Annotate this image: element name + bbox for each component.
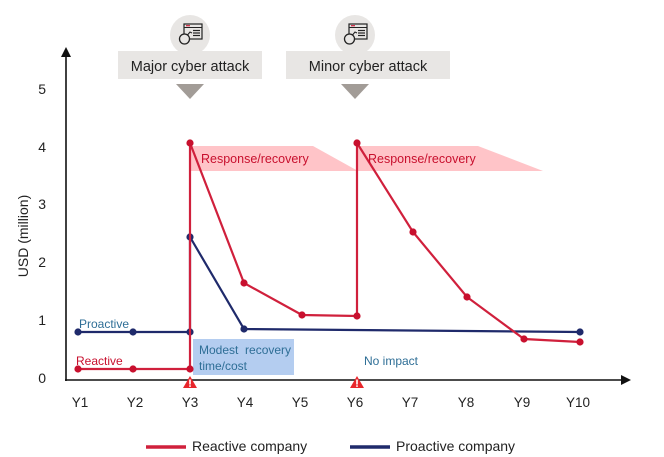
- minor-attack-label: Minor cyber attack: [309, 59, 428, 75]
- modest-recovery-line1: Modest recovery: [199, 343, 291, 357]
- reactive-series-tag: Reactive: [76, 354, 123, 368]
- bomb-browser-icon: [343, 23, 368, 45]
- warning-icon: [350, 376, 364, 388]
- major-attack-callout: Major cyber attack: [118, 15, 262, 99]
- svg-text:Y9: Y9: [514, 395, 531, 410]
- svg-text:Y4: Y4: [237, 395, 254, 410]
- series-proactive: [74, 232, 584, 336]
- x-axis: [65, 375, 631, 385]
- legend-label-proactive: Proactive company: [396, 438, 515, 454]
- svg-text:Y8: Y8: [458, 395, 475, 410]
- legend: Reactive company Proactive company: [146, 438, 515, 454]
- svg-text:2: 2: [38, 254, 46, 270]
- svg-text:Y6: Y6: [347, 395, 364, 410]
- svg-text:Y7: Y7: [402, 395, 419, 410]
- minor-attack-callout: Minor cyber attack: [286, 15, 450, 99]
- svg-text:Y3: Y3: [182, 395, 199, 410]
- series-reactive: [74, 139, 584, 373]
- svg-text:3: 3: [38, 196, 46, 212]
- x-tick-labels: Y1 Y2 Y3 Y4 Y5 Y6 Y7 Y8 Y9 Y10: [72, 395, 590, 410]
- svg-text:4: 4: [38, 139, 46, 155]
- svg-text:0: 0: [38, 370, 46, 386]
- y-tick-labels: 0 1 2 3 4 5: [38, 81, 46, 386]
- no-impact-label: No impact: [364, 354, 419, 368]
- bomb-browser-icon: [178, 23, 203, 45]
- svg-text:Y2: Y2: [127, 395, 144, 410]
- y-axis-label: USD (million): [15, 195, 31, 277]
- svg-text:5: 5: [38, 81, 46, 97]
- response-recovery-label-2: Response/recovery: [368, 152, 476, 166]
- svg-text:Y10: Y10: [566, 395, 590, 410]
- response-band-minor: [357, 146, 543, 171]
- y-axis: [61, 47, 71, 381]
- modest-recovery-line2: time/cost: [199, 359, 248, 373]
- proactive-series-tag: Proactive: [79, 317, 129, 331]
- warning-icon: [183, 376, 197, 388]
- major-attack-label: Major cyber attack: [131, 59, 250, 75]
- svg-text:Y5: Y5: [292, 395, 309, 410]
- response-recovery-label-1: Response/recovery: [201, 152, 309, 166]
- svg-text:1: 1: [38, 312, 46, 328]
- response-band-major: [190, 146, 358, 171]
- legend-label-reactive: Reactive company: [192, 438, 307, 454]
- svg-text:Y1: Y1: [72, 395, 89, 410]
- modest-recovery-box: [193, 339, 294, 375]
